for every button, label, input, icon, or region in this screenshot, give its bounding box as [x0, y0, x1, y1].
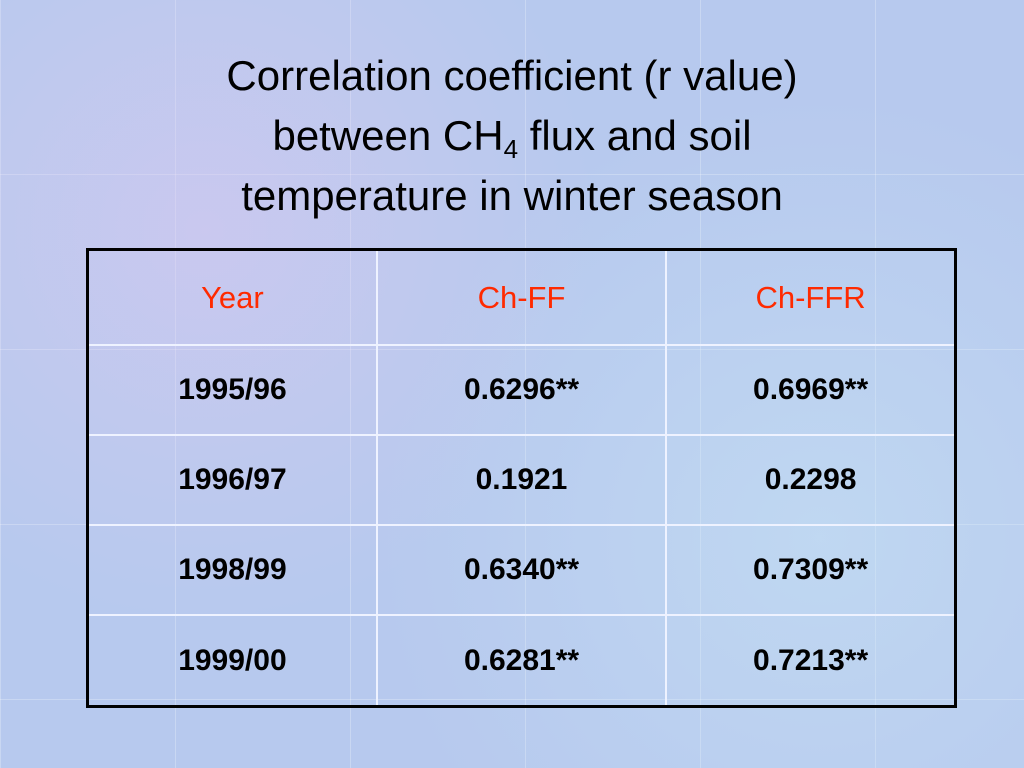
table-cell: 0.6969**	[665, 344, 957, 437]
header-cell: Ch-FF	[375, 248, 668, 347]
header-cell: Ch-FFR	[665, 248, 957, 347]
table-cell: 0.6340**	[375, 524, 668, 617]
title-line: between CH4 flux and soil	[0, 106, 1024, 166]
table-cell: 1999/00	[86, 614, 378, 708]
header-row: Year Ch-FF Ch-FFR	[86, 248, 957, 347]
table-row: 1999/00 0.6281** 0.7213**	[86, 614, 957, 708]
data-table: Year Ch-FF Ch-FFR 1995/96 0.6296** 0.6969** 19…	[86, 248, 957, 708]
table-cell: 0.1921	[375, 434, 668, 527]
title: Correlation coefficient (r value) betwee…	[0, 46, 1024, 226]
table-cell: 0.7213**	[665, 614, 957, 708]
title-text: flux and soil	[518, 112, 752, 159]
table-row: 1995/96 0.6296** 0.6969**	[86, 344, 957, 437]
header-cell: Year	[86, 248, 378, 347]
table-cell: 0.6281**	[375, 614, 668, 708]
table-cell: 1995/96	[86, 344, 378, 437]
title-line: Correlation coefficient (r value)	[226, 52, 798, 99]
table-cell: 1998/99	[86, 524, 378, 617]
table-cell: 0.6296**	[375, 344, 668, 437]
table-cell: 1996/97	[86, 434, 378, 527]
table-row: 1998/99 0.6340** 0.7309**	[86, 524, 957, 617]
table-cell: 0.7309**	[665, 524, 957, 617]
table-row: 1996/97 0.1921 0.2298	[86, 434, 957, 527]
title-text: between CH	[272, 112, 504, 159]
title-line: temperature in winter season	[241, 172, 783, 219]
table-cell: 0.2298	[665, 434, 957, 527]
subscript: 4	[503, 134, 519, 164]
